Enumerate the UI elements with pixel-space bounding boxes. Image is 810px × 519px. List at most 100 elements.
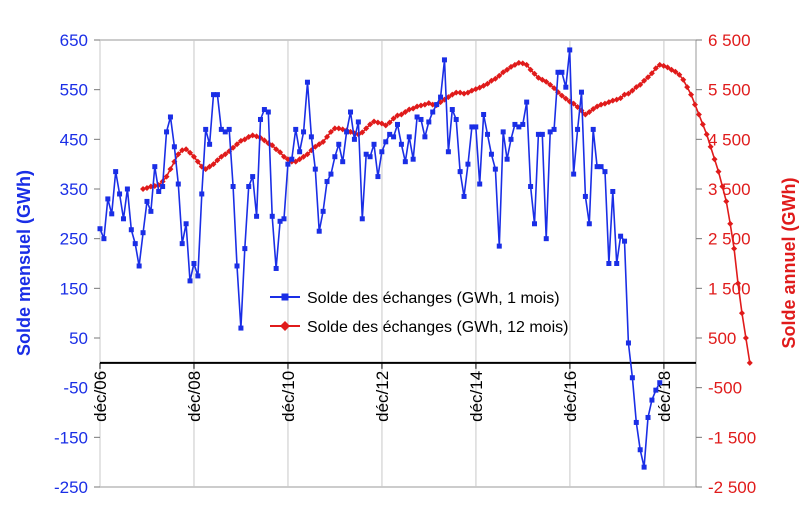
point-12-month <box>496 72 503 79</box>
point-1-month <box>469 124 475 130</box>
point-1-month <box>481 112 487 117</box>
point-1-month <box>164 129 170 135</box>
series-12-month <box>140 59 753 366</box>
x-tick-label: déc/14 <box>467 371 486 422</box>
point-1-month <box>657 380 663 386</box>
left-tick-label: 50 <box>69 329 88 348</box>
point-12-month <box>645 74 652 81</box>
point-1-month <box>406 134 412 140</box>
point-12-month <box>210 161 217 168</box>
point-1-month <box>367 154 373 160</box>
point-1-month <box>191 261 197 266</box>
point-12-month <box>531 70 538 77</box>
point-1-month <box>140 230 146 236</box>
point-1-month <box>273 265 279 271</box>
point-1-month <box>492 166 498 172</box>
point-1-month <box>316 228 322 234</box>
point-12-month <box>398 111 405 118</box>
point-1-month <box>410 156 416 162</box>
point-12-month <box>590 106 597 113</box>
x-tick-label: déc/10 <box>279 371 298 422</box>
point-1-month <box>426 119 432 125</box>
point-1-month <box>351 136 357 142</box>
point-1-month <box>598 164 604 170</box>
point-1-month <box>383 139 389 145</box>
point-1-month <box>203 126 209 132</box>
point-12-month <box>511 61 518 68</box>
point-1-month <box>551 126 557 132</box>
y-axis-right-label: Solde annuel (GWh) <box>779 178 799 349</box>
point-1-month <box>156 188 162 194</box>
point-1-month <box>582 193 588 199</box>
series-1-month <box>97 47 663 470</box>
point-1-month <box>332 154 338 160</box>
right-tick-label: 5 500 <box>708 81 751 100</box>
point-1-month <box>136 263 142 269</box>
point-1-month <box>359 216 365 222</box>
right-tick-label: 500 <box>708 329 736 348</box>
point-1-month <box>622 238 628 244</box>
point-1-month <box>175 181 181 187</box>
point-1-month <box>324 179 330 185</box>
point-1-month <box>171 144 177 150</box>
point-12-month <box>707 143 714 150</box>
point-1-month <box>344 129 350 135</box>
point-12-month <box>727 220 734 227</box>
x-tick-label: déc/12 <box>373 371 392 422</box>
point-12-month <box>562 95 569 102</box>
point-1-month <box>394 121 400 127</box>
point-1-month <box>124 186 130 192</box>
point-12-month <box>230 144 237 151</box>
point-1-month <box>230 184 236 190</box>
point-1-month <box>285 161 291 167</box>
point-1-month <box>152 164 158 170</box>
point-1-month <box>633 419 639 425</box>
point-1-month <box>528 184 534 190</box>
point-1-month <box>391 134 397 140</box>
point-1-month <box>277 218 283 224</box>
point-1-month <box>457 169 463 175</box>
point-12-month <box>367 121 374 128</box>
point-1-month <box>453 116 459 122</box>
point-1-month <box>281 216 287 222</box>
point-1-month <box>179 241 185 247</box>
point-12-month <box>695 111 702 118</box>
point-1-month <box>602 169 608 175</box>
point-12-month <box>331 125 338 132</box>
point-12-month <box>684 84 691 91</box>
left-tick-label: 250 <box>60 230 88 249</box>
right-axis: 6 500 5 500 4 500 3 500 2 500 1 500 500 -500 -1 … <box>696 31 756 497</box>
point-1-month <box>120 216 126 222</box>
left-tick-label: 150 <box>60 279 88 298</box>
point-1-month <box>160 184 166 190</box>
point-12-month <box>324 133 331 140</box>
point-1-month <box>312 166 318 172</box>
point-1-month <box>535 131 541 137</box>
point-1-month <box>250 174 256 180</box>
right-tick-label: -2 500 <box>708 478 756 497</box>
right-tick-label: 6 500 <box>708 31 751 50</box>
right-tick-label: 1 500 <box>708 279 751 298</box>
point-12-month <box>484 80 491 87</box>
point-12-month <box>382 122 389 129</box>
point-12-month <box>359 129 366 136</box>
left-axis: 650 550 450 350 250 150 50 -50 -150 -250 <box>54 31 100 497</box>
point-12-month <box>175 151 182 158</box>
point-12-month <box>680 76 687 83</box>
point-12-month <box>273 146 280 153</box>
point-1-month <box>637 447 643 453</box>
point-1-month <box>293 126 299 132</box>
point-12-month <box>363 125 370 132</box>
point-1-month <box>532 221 538 227</box>
point-1-month <box>641 464 647 470</box>
point-1-month <box>543 236 549 242</box>
point-12-month <box>261 137 268 144</box>
point-1-month <box>618 233 624 239</box>
point-12-month <box>715 168 722 175</box>
point-1-month <box>301 129 307 135</box>
point-1-month <box>512 121 518 127</box>
right-tick-label: -1 500 <box>708 428 756 447</box>
point-1-month <box>625 340 631 346</box>
point-12-month <box>738 310 745 317</box>
